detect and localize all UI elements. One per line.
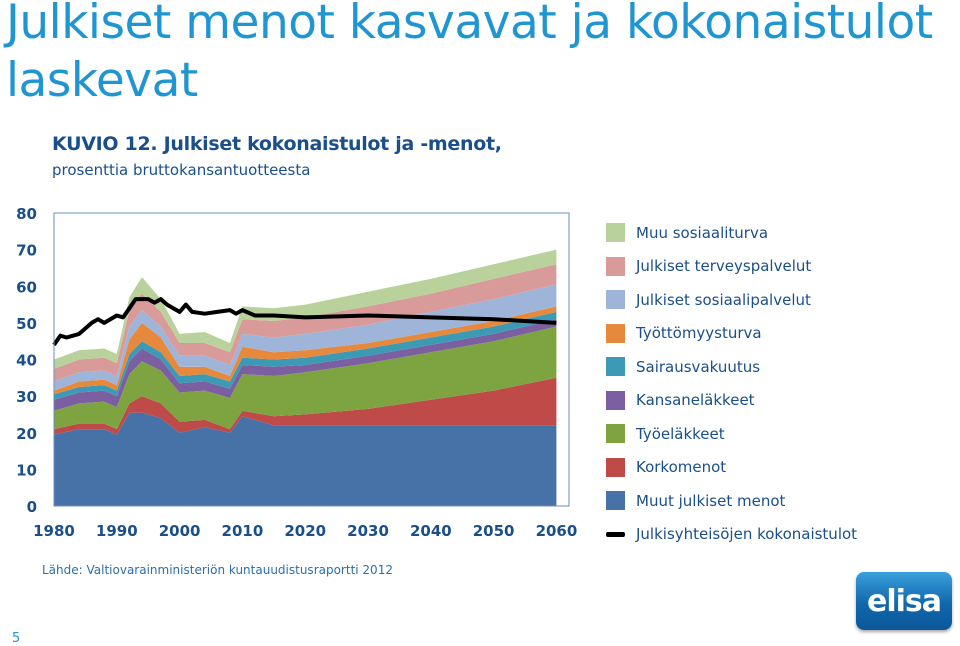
area-series-6 [54,306,557,395]
x-tick-label: 2000 [159,522,201,540]
y-tick-label: 80 [16,205,37,223]
legend-label: Muu sosiaaliturva [636,223,769,242]
legend-swatch [606,357,625,377]
x-tick-label: 2030 [347,522,389,540]
y-tick-label: 70 [16,242,37,260]
x-tick-label: 2060 [536,522,578,540]
x-tick-label: 2040 [410,522,452,540]
area-series-7 [54,284,557,391]
y-tick-label: 0 [27,498,37,516]
legend-item: Muut julkiset menot [606,484,946,518]
area-series-2 [54,377,557,435]
area-series-1 [54,412,557,506]
legend-swatch [606,491,625,511]
legend-label: Korkomenot [636,458,727,477]
legend-label: Sairausvakuutus [636,357,761,376]
chart-title: KUVIO 12. Julkiset kokonaistulot ja -men… [52,133,502,155]
legend-item: Sairausvakuutus [606,350,946,384]
legend-item-line: Julkisyhteisöjen kokonaistulot [606,518,946,552]
legend-item: Työttömyysturva [606,317,946,351]
x-tick-label: 2010 [222,522,264,540]
x-tick-label: 2050 [473,522,515,540]
plot-frame [53,212,570,507]
area-series-9 [54,249,557,369]
x-tick-label: 1980 [33,522,75,540]
legend-label: Muut julkiset menot [636,491,786,510]
legend-swatch [606,290,625,310]
legend-item: Julkiset terveyspalvelut [606,250,946,284]
chart-line-layer [52,297,557,347]
area-series-8 [54,264,557,382]
legend-swatch [606,457,625,477]
legend-label: Kansaneläkkeet [636,391,755,410]
legend-label: Työttömyysturva [636,324,762,343]
elisa-logo: elisa [856,572,952,630]
y-tick-label: 40 [16,352,37,370]
y-tick-label: 60 [16,278,37,296]
legend-label: Julkiset sosiaalipalvelut [636,290,811,309]
y-tick-label: 30 [16,388,37,406]
legend-swatch [606,424,625,444]
y-tick-label: 20 [16,425,37,443]
logo-text: elisa [866,583,942,619]
legend-item: Kansaneläkkeet [606,384,946,418]
legend-item: Työeläkkeet [606,417,946,451]
legend-item: Julkiset sosiaalipalvelut [606,283,946,317]
legend-swatch [606,323,625,343]
legend-label: Työeläkkeet [636,424,725,443]
legend-label: Julkisyhteisöjen kokonaistulot [636,525,858,544]
slide-title: Julkiset menot kasvavat ja kokonaistulot… [6,0,946,110]
area-series-5 [54,311,557,400]
page-number: 5 [12,631,21,646]
y-tick-label: 10 [16,461,37,479]
line-series-revenue [52,297,557,347]
x-tick-label: 1990 [96,522,138,540]
legend-item: Korkomenot [606,451,946,485]
source-note: Lähde: Valtiovarainministeriön kuntauudi… [42,563,393,577]
chart-areas [54,249,557,506]
legend-item: Muu sosiaaliturva [606,216,946,250]
chart-legend: Muu sosiaaliturva Julkiset terveyspalvelu… [606,216,946,551]
legend-swatch [606,390,625,410]
legend-label: Julkiset terveyspalvelut [636,257,812,276]
legend-swatch [606,223,625,243]
x-tick-label: 2020 [284,522,326,540]
slide-title-line2: laskevat [6,53,198,108]
slide-title-line1: Julkiset menot kasvavat ja kokonaistulot [6,0,933,50]
chart-subtitle: prosenttia bruttokansantuotteesta [52,161,311,179]
legend-line-swatch [606,531,625,537]
legend-swatch [606,256,625,276]
y-tick-label: 50 [16,315,37,333]
area-series-3 [54,326,557,430]
